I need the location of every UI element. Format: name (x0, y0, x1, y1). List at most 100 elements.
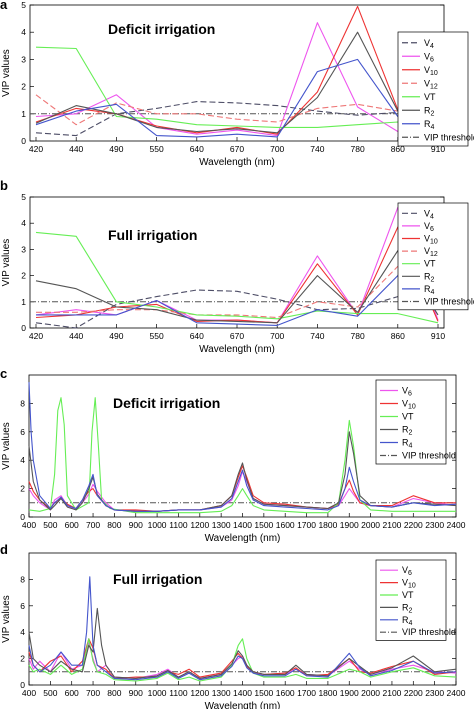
legend-label-subscript: 2 (409, 430, 413, 437)
chart-panel-d: d 0 2 4 6 8 400 500 600 700 800 900 1000 1100 1200 1300… (0, 542, 466, 712)
series-line-R4 (35, 58, 439, 138)
x-tick-label: 910 (431, 331, 445, 341)
x-tick-label: 700 (270, 331, 284, 341)
series-line-R2 (35, 250, 439, 324)
y-tick-label: 6 (20, 427, 25, 437)
y-tick-label: 4 (20, 455, 25, 465)
legend-label: R4 (424, 284, 435, 296)
x-tick-label: 420 (29, 144, 43, 154)
series-line-R2 (35, 31, 439, 134)
x-tick-label: 1700 (297, 520, 316, 530)
x-tick-label: 1000 (148, 688, 167, 698)
x-tick-label: 700 (270, 144, 284, 154)
y-tick-label: 0 (21, 323, 26, 333)
series-line-V10 (28, 638, 457, 679)
x-tick-label: 740 (310, 144, 324, 154)
legend-label-subscript: 2 (431, 110, 435, 117)
x-tick-label: 400 (22, 520, 36, 530)
legend-label: VIP threshold (402, 627, 456, 637)
series-group (28, 576, 457, 682)
x-tick-label: 490 (109, 144, 123, 154)
legend-label-subscript: 6 (430, 226, 434, 233)
series-line-V4 (35, 289, 439, 329)
y-axis-label: VIP values (1, 239, 12, 287)
x-tick-label: 1100 (169, 688, 188, 698)
x-axis-label: Wavelength (nm) (205, 533, 281, 544)
series-line-VT (28, 397, 456, 514)
y-tick-label: 2 (21, 271, 26, 281)
x-tick-label: 1200 (190, 688, 209, 698)
series-line-R2 (28, 607, 457, 679)
series-line-V12 (36, 265, 438, 319)
legend-label: R4 (402, 615, 413, 627)
x-tick-label: 600 (65, 520, 79, 530)
legend-label: V6 (424, 51, 434, 63)
chart-title: Deficit irrigation (108, 21, 215, 37)
x-tick-label: 1300 (212, 520, 231, 530)
legend-box (397, 202, 469, 311)
legend-label: V6 (424, 221, 434, 233)
x-tick-label: 2200 (404, 688, 423, 698)
x-axis: 400 500 600 700 800 900 1000 1100 1200 1300 1400 15… (22, 513, 466, 530)
x-tick-label: 1000 (148, 520, 167, 530)
y-tick-label: 4 (21, 27, 26, 37)
y-tick-label: 3 (21, 244, 26, 254)
x-axis: 420 440 490 550 640 670 700 740 780 860 910 (29, 137, 445, 154)
series-group (28, 382, 457, 514)
legend-label-subscript: 10 (430, 239, 438, 246)
legend-label: VT (424, 92, 436, 102)
legend-label: V6 (402, 565, 412, 577)
x-tick-label: 800 (107, 520, 121, 530)
x-tick-label: 700 (86, 520, 100, 530)
series-group (35, 5, 439, 138)
series-line-V10 (35, 226, 439, 324)
x-tick-label: 1500 (254, 520, 273, 530)
legend-label-subscript: 6 (408, 391, 412, 398)
legend-label: V4 (424, 38, 434, 50)
x-tick-label: 780 (351, 144, 365, 154)
x-tick-label: 440 (69, 331, 83, 341)
legend-label-subscript: 10 (408, 583, 416, 590)
series-line-V4 (35, 101, 439, 137)
series-line-VT (35, 46, 439, 138)
x-tick-label: 1700 (297, 688, 316, 698)
chart-title: Full irrigation (108, 227, 197, 243)
y-axis-label: VIP values (1, 595, 12, 643)
legend-label-subscript: 4 (409, 443, 413, 450)
legend-box (375, 379, 447, 465)
y-tick-label: 0 (20, 512, 25, 522)
y-tick-label: 0 (21, 136, 26, 146)
x-tick-label: 740 (310, 331, 324, 341)
y-tick-label: 0 (20, 680, 25, 690)
legend-label-subscript: 2 (431, 276, 435, 283)
x-tick-label: 490 (109, 331, 123, 341)
x-tick-label: 1500 (254, 688, 273, 698)
y-tick-label: 2 (20, 484, 25, 494)
y-tick-label: 8 (20, 574, 25, 584)
x-axis-label: Wavelength (nm) (199, 157, 275, 168)
legend-label: V4 (424, 208, 434, 220)
y-tick-label: 4 (21, 218, 26, 228)
x-tick-label: 1900 (340, 688, 359, 698)
x-tick-label: 780 (351, 331, 365, 341)
y-axis: 0 2 4 6 8 (20, 398, 456, 522)
x-tick-label: 440 (69, 144, 83, 154)
x-tick-label: 1600 (276, 688, 295, 698)
legend-label: VT (402, 412, 414, 422)
x-tick-label: 1800 (318, 688, 337, 698)
y-tick-label: 5 (21, 0, 26, 10)
y-tick-label: 2 (20, 654, 25, 664)
series-line-VT (35, 231, 439, 324)
legend-label-subscript: 4 (430, 213, 434, 220)
legend-label: R2 (424, 271, 435, 283)
legend-label-subscript: 6 (408, 570, 412, 577)
panel-letter: a (0, 0, 8, 12)
panel-letter: c (0, 366, 7, 381)
x-tick-label: 640 (190, 331, 204, 341)
legend-label-subscript: 4 (431, 289, 435, 296)
